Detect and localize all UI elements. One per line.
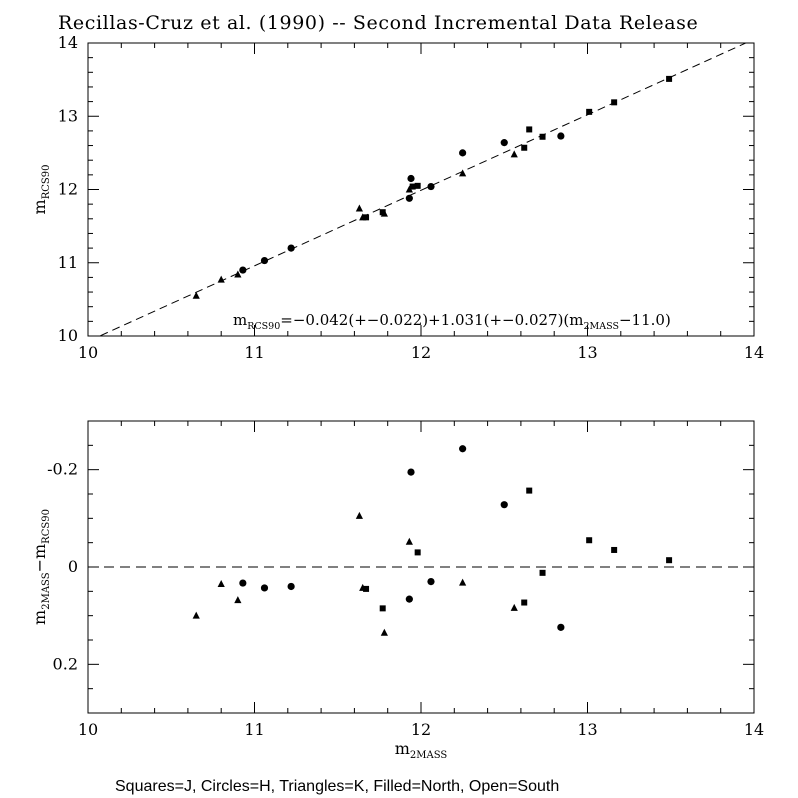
y-tick-label: 13 bbox=[58, 106, 78, 125]
fit-line bbox=[100, 42, 746, 337]
data-point-K bbox=[192, 291, 200, 299]
data-point-H bbox=[427, 182, 435, 191]
data-point-J bbox=[586, 108, 593, 115]
data-point-K bbox=[192, 611, 200, 619]
data-point-J bbox=[611, 99, 618, 106]
data-point-K bbox=[510, 150, 518, 158]
data-point-K bbox=[380, 628, 388, 636]
data-point-H bbox=[239, 579, 247, 587]
data-point-J bbox=[586, 537, 593, 544]
data-point-J bbox=[666, 557, 673, 564]
data-point-J bbox=[526, 126, 533, 133]
data-point-J bbox=[363, 585, 370, 592]
x-tick-label: 12 bbox=[411, 343, 431, 362]
data-point-H bbox=[557, 623, 565, 631]
data-point-J bbox=[539, 569, 546, 576]
data-point-J bbox=[521, 144, 528, 151]
x-tick-label: 10 bbox=[78, 720, 98, 739]
y-tick-label: 0 bbox=[68, 557, 78, 576]
y-tick-label: -0.2 bbox=[47, 460, 78, 479]
data-point-J bbox=[409, 183, 416, 190]
data-point-J bbox=[363, 214, 370, 221]
data-point-H bbox=[260, 584, 269, 592]
data-point-J bbox=[526, 487, 533, 494]
data-point-H bbox=[459, 149, 467, 157]
marker-legend-caption: Squares=J, Circles=H, Triangles=K, Fille… bbox=[115, 778, 560, 795]
chart-title: Recillas-Cruz et al. (1990) -- Second In… bbox=[58, 12, 698, 34]
data-point-H bbox=[500, 501, 508, 509]
data-point-H bbox=[427, 578, 435, 586]
plot-frame bbox=[87, 42, 755, 337]
data-point-K bbox=[510, 603, 518, 611]
x-tick-label: 11 bbox=[244, 343, 264, 362]
data-point-K bbox=[355, 204, 363, 212]
data-point-H bbox=[407, 468, 415, 476]
data-point-K bbox=[459, 578, 467, 586]
y-tick-label: 10 bbox=[58, 326, 78, 345]
y-tick-label: 0.2 bbox=[53, 654, 78, 673]
data-point-H bbox=[405, 595, 413, 603]
data-point-J bbox=[379, 605, 386, 612]
x-tick-label: 14 bbox=[744, 343, 764, 362]
data-point-H bbox=[260, 256, 269, 265]
data-point-K bbox=[234, 270, 242, 278]
data-point-H bbox=[405, 194, 413, 202]
x-tick-label: 11 bbox=[244, 720, 264, 739]
bottom-panel: 10 11 12 13 14 -0.2 0 0.2 m2MASS−mRCS90 m2MASS bbox=[30, 420, 764, 761]
x-tick-label: 13 bbox=[577, 720, 597, 739]
data-point-K bbox=[405, 185, 413, 193]
data-point-H bbox=[459, 445, 467, 453]
y-axis-label: m2MASS−mRCS90 bbox=[30, 509, 52, 625]
x-tick-label: 12 bbox=[411, 720, 431, 739]
data-point-K bbox=[380, 209, 388, 217]
data-point-J bbox=[611, 546, 618, 553]
data-point-H bbox=[407, 174, 415, 183]
data-point-K bbox=[217, 580, 225, 588]
y-tick-label: 14 bbox=[58, 33, 78, 52]
data-point-K bbox=[359, 583, 367, 591]
data-point-J bbox=[539, 133, 546, 140]
data-point-J bbox=[666, 75, 673, 82]
top-panel: 10 11 12 13 14 10 11 12 13 14 mRCS90=−0.042(+−0.02… bbox=[30, 33, 764, 362]
data-point-H bbox=[239, 266, 247, 274]
data-point-K bbox=[459, 169, 467, 177]
x-tick-label: 14 bbox=[744, 720, 764, 739]
x-tick-label: 10 bbox=[78, 343, 98, 362]
data-point-J bbox=[521, 599, 528, 606]
x-tick-label: 13 bbox=[577, 343, 597, 362]
data-point-J bbox=[379, 209, 386, 216]
data-point-J bbox=[414, 549, 421, 556]
data-point-J bbox=[414, 182, 421, 189]
fit-equation: mRCS90=−0.042(+−0.022)+1.031(+−0.027)(m2… bbox=[233, 311, 671, 332]
data-point-H bbox=[287, 582, 295, 591]
data-point-H bbox=[287, 244, 295, 252]
y-tick-label: 11 bbox=[58, 253, 78, 272]
data-point-K bbox=[355, 511, 363, 519]
data-point-K bbox=[234, 596, 242, 604]
data-point-K bbox=[405, 537, 413, 545]
data-point-K bbox=[217, 275, 225, 283]
y-tick-label: 12 bbox=[58, 180, 78, 199]
x-axis-label: m2MASS bbox=[395, 739, 448, 761]
data-point-K bbox=[359, 213, 367, 221]
y-axis-label: mRCS90 bbox=[30, 165, 52, 215]
data-point-H bbox=[500, 139, 508, 147]
data-point-H bbox=[557, 132, 565, 140]
